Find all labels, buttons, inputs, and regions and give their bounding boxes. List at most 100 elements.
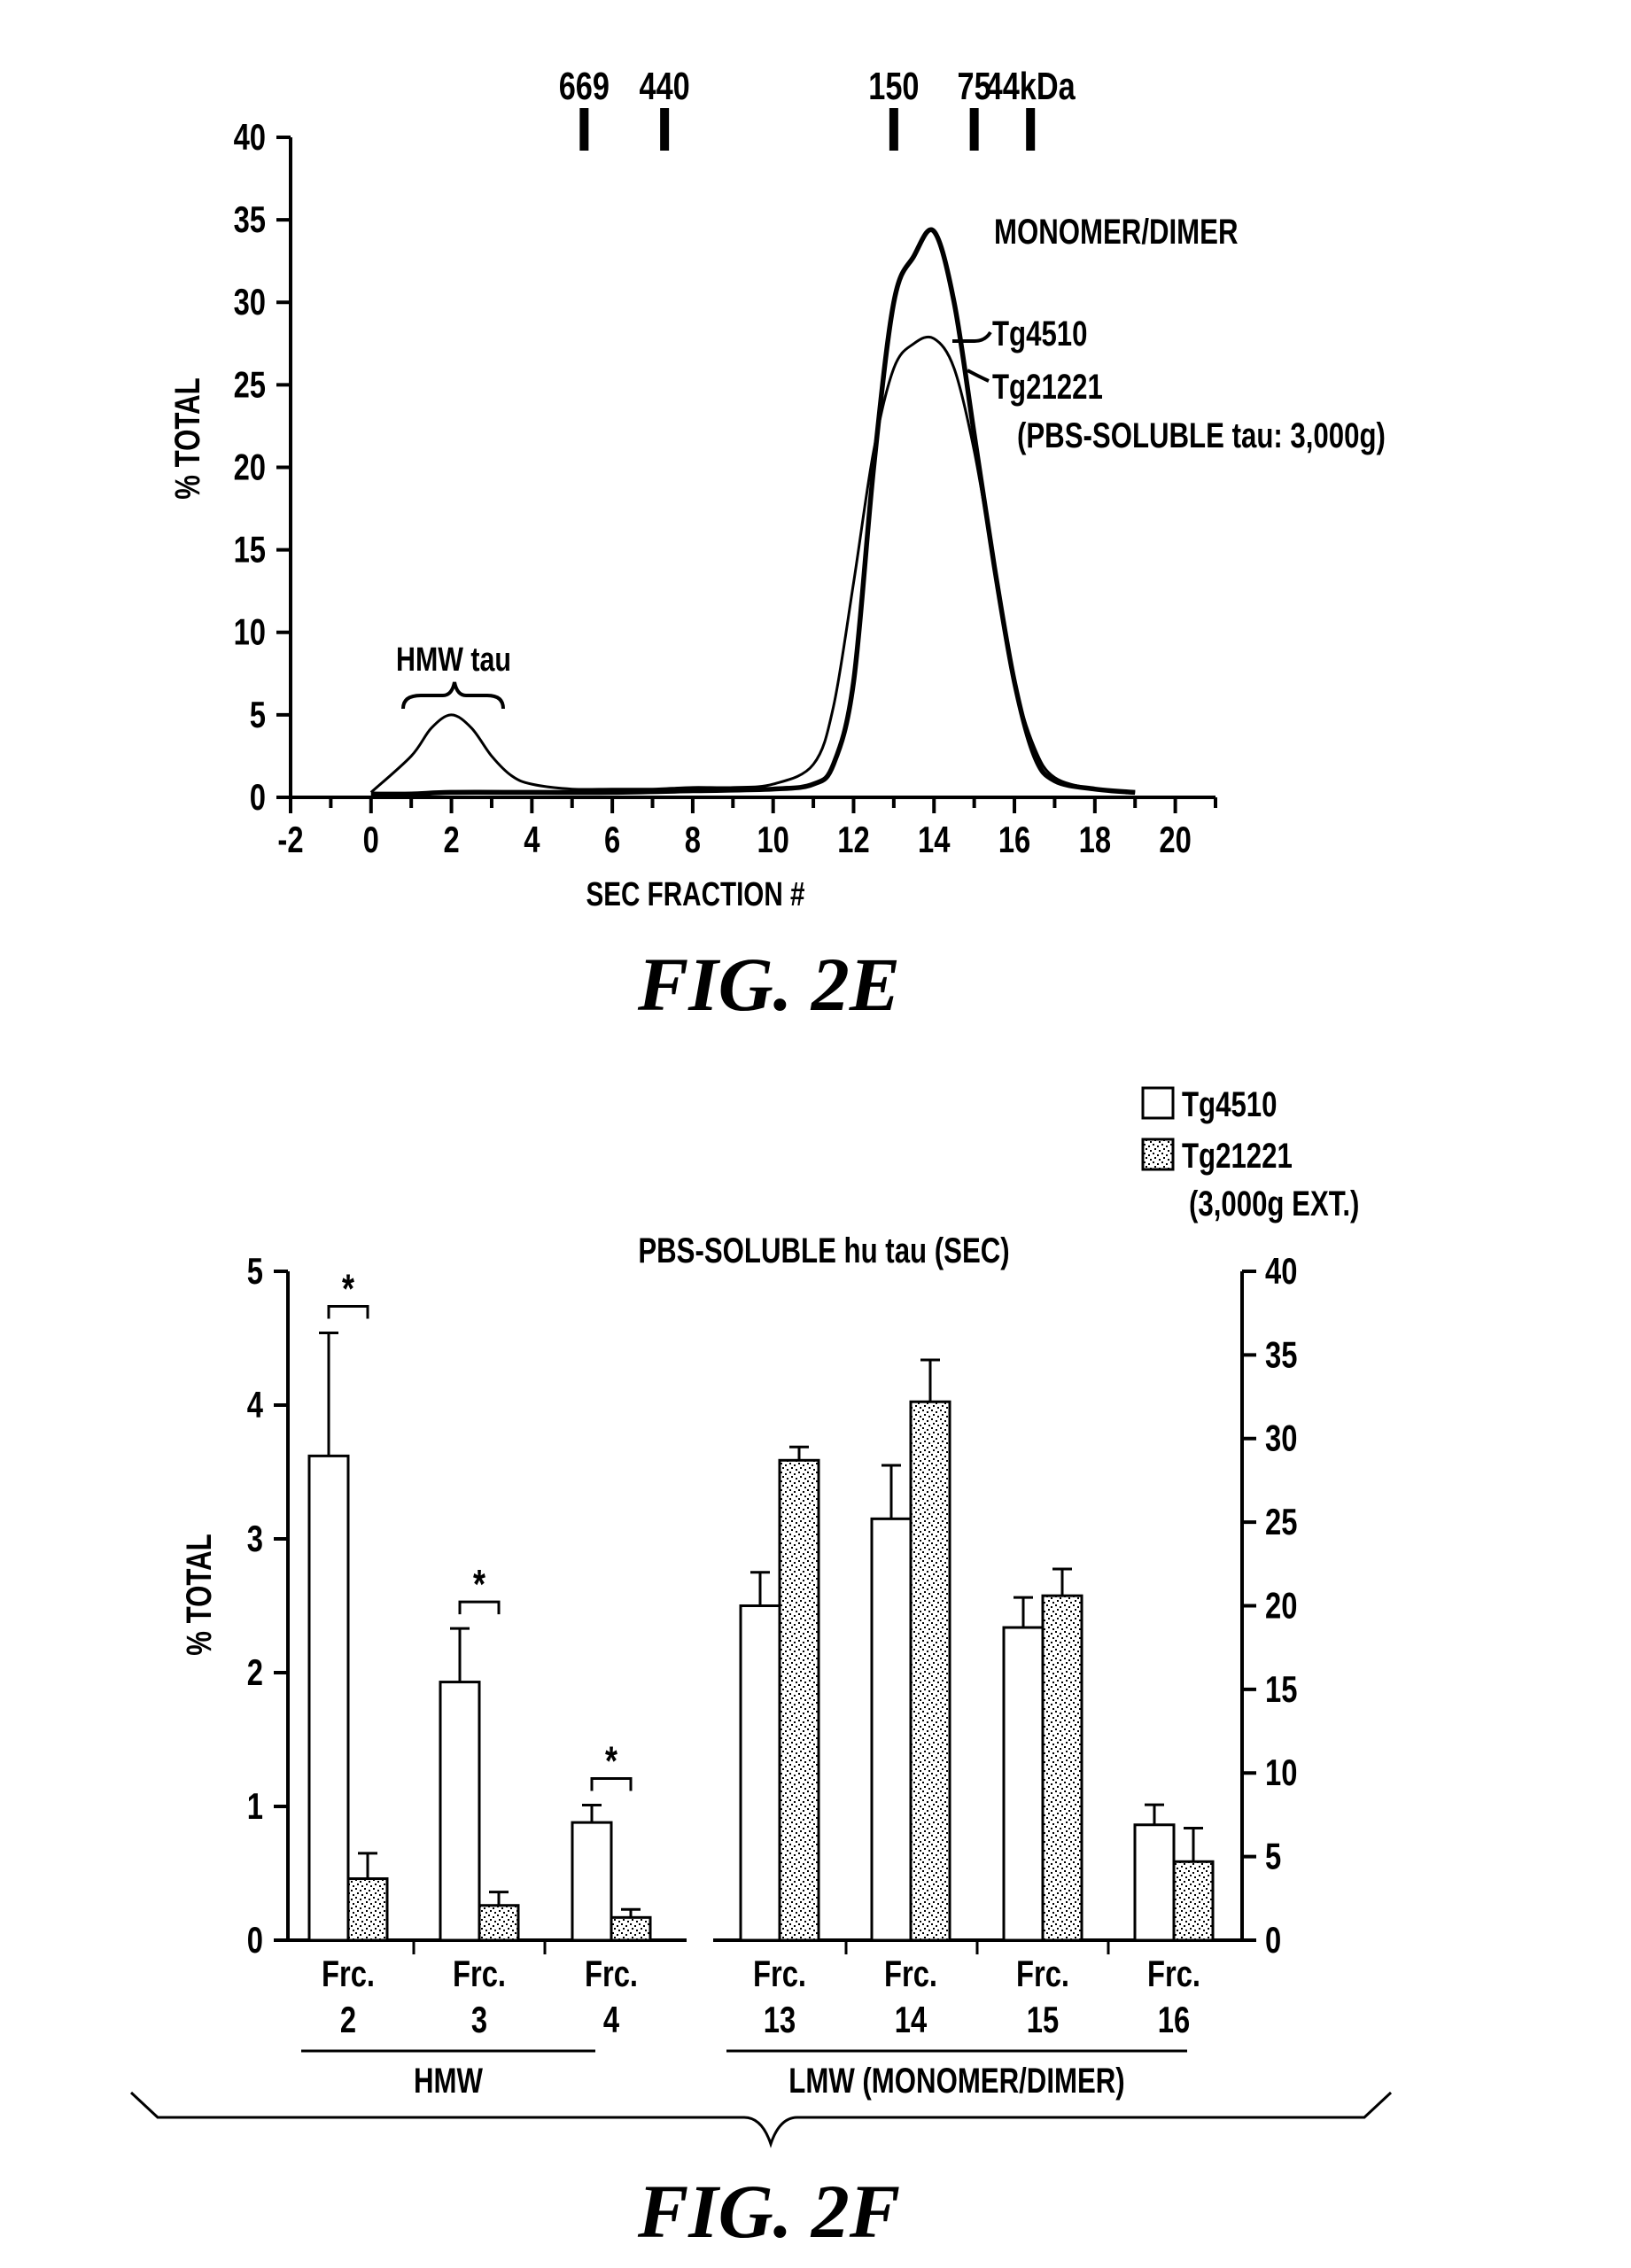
y-tick-label: 25 bbox=[234, 363, 266, 405]
category-label-line2: 14 bbox=[895, 1999, 927, 2040]
line-chart-y-ticks: 0 5 10 15 20 25 30 35 40 bbox=[234, 116, 291, 818]
y-tick-label: 5 bbox=[250, 694, 266, 735]
x-tick-label: 2 bbox=[443, 819, 459, 860]
right-tick-label: 0 bbox=[1265, 1919, 1281, 1961]
category-label-line1: Frc. bbox=[453, 1953, 506, 1994]
significance-asterisk: * bbox=[473, 1562, 486, 1607]
category-label-line2: 15 bbox=[1027, 1999, 1059, 2040]
bar-tg21221 bbox=[1172, 1860, 1215, 1942]
right-tick-label: 20 bbox=[1265, 1585, 1297, 1627]
bar-tg4510 bbox=[571, 1821, 613, 1942]
category-label-line1: Frc. bbox=[1147, 1953, 1200, 1994]
figure-brace bbox=[129, 2091, 1393, 2148]
y-tick-label: 10 bbox=[234, 611, 266, 653]
mw-marker-label: 150 bbox=[868, 65, 919, 108]
x-tick-label: 10 bbox=[757, 819, 788, 860]
mw-marker-label: 44kDa bbox=[986, 65, 1076, 108]
significance-asterisk: * bbox=[342, 1266, 355, 1311]
series-line-tg21221 bbox=[370, 227, 1136, 797]
bar-chart-title: PBS-SOLUBLE hu tau (SEC) bbox=[638, 1231, 1009, 1270]
bar-chart-bars: * * * bbox=[307, 1266, 1215, 1942]
tg4510-line-label: Tg4510 bbox=[992, 314, 1088, 353]
right-tick-label: 40 bbox=[1265, 1250, 1297, 1292]
bar-tg4510 bbox=[870, 1517, 913, 1942]
x-tick-label: 14 bbox=[918, 819, 950, 860]
bar-tg4510 bbox=[439, 1681, 481, 1942]
fig-2f-caption: FIG. 2F bbox=[637, 2169, 900, 2254]
x-tick-label: 4 bbox=[524, 819, 540, 860]
left-tick-label: 0 bbox=[247, 1919, 263, 1961]
significance-asterisk: * bbox=[605, 1738, 618, 1783]
sec-line-chart: 0 5 10 15 20 25 30 35 40 -2 0 2 4 6 8 10 12 14 16 18 20 669… bbox=[167, 65, 1386, 1027]
bar-chart-right-ticks: 0 5 10 15 20 25 30 35 40 bbox=[1242, 1250, 1297, 1961]
category-label-line2: 2 bbox=[340, 1999, 356, 2040]
bar-tg21221 bbox=[478, 1904, 520, 1942]
mw-marker-label: 669 bbox=[559, 65, 610, 108]
mw-marker-bar bbox=[579, 108, 589, 151]
significance-bracket bbox=[327, 1304, 369, 1319]
bar-chart-categories: Frc. 2 Frc. 3 Frc. 4 Frc. 13 Frc. 14 Frc. 15 Frc. 16 bbox=[322, 1940, 1200, 2040]
legend-sublabel-tg21221: (3,000g EXT.) bbox=[1189, 1184, 1359, 1223]
category-label-line2: 16 bbox=[1158, 1999, 1190, 2040]
tg21221-line-label: Tg21221 bbox=[992, 367, 1103, 407]
legend-label-tg4510: Tg4510 bbox=[1182, 1084, 1278, 1124]
left-tick-label: 2 bbox=[247, 1651, 263, 1693]
bar-tg21221 bbox=[778, 1458, 820, 1942]
mw-marker-bar bbox=[1026, 108, 1036, 151]
tg21221-line-note: (PBS-SOLUBLE tau: 3,000g) bbox=[1017, 416, 1386, 455]
x-tick-label: 12 bbox=[837, 819, 869, 860]
y-tick-label: 20 bbox=[234, 447, 266, 488]
right-tick-label: 25 bbox=[1265, 1501, 1297, 1542]
bar-chart-legend: Tg4510 Tg21221 (3,000g EXT.) bbox=[1141, 1084, 1359, 1223]
category-label-line2: 13 bbox=[764, 1999, 796, 2040]
mw-marker-label: 75 bbox=[958, 65, 991, 108]
line-chart-x-ticks: -2 0 2 4 6 8 10 12 14 16 18 20 bbox=[277, 797, 1217, 860]
hmw-tau-label: HMW tau bbox=[396, 641, 511, 679]
y-tick-label: 40 bbox=[234, 116, 266, 158]
tg4510-leader-line bbox=[952, 330, 992, 343]
y-tick-label: 35 bbox=[234, 198, 266, 240]
category-label-line1: Frc. bbox=[1016, 1953, 1069, 1994]
mw-marker-bar bbox=[889, 108, 898, 151]
right-tick-label: 30 bbox=[1265, 1418, 1297, 1459]
category-label-line1: Frc. bbox=[884, 1953, 937, 1994]
category-label-line1: Frc. bbox=[753, 1953, 806, 1994]
right-tick-label: 35 bbox=[1265, 1333, 1297, 1375]
monomer-dimer-label: MONOMER/DIMER bbox=[994, 212, 1239, 252]
bar-tg21221 bbox=[610, 1915, 652, 1942]
significance-bracket bbox=[590, 1776, 633, 1791]
significance-bracket bbox=[458, 1600, 501, 1615]
tg21221-leader-line bbox=[967, 369, 990, 383]
bar-tg21221 bbox=[1041, 1594, 1083, 1942]
legend-swatch-tg21221 bbox=[1141, 1138, 1175, 1171]
left-tick-label: 5 bbox=[247, 1250, 263, 1292]
bar-tg4510 bbox=[1133, 1823, 1176, 1942]
right-tick-label: 10 bbox=[1265, 1751, 1297, 1793]
bar-tg21221 bbox=[909, 1400, 951, 1942]
bar-tg4510 bbox=[739, 1604, 781, 1942]
bar-tg21221 bbox=[346, 1877, 389, 1942]
x-tick-label: 6 bbox=[604, 819, 620, 860]
fig-2e-caption: FIG. 2E bbox=[637, 942, 900, 1027]
x-tick-label: 8 bbox=[685, 819, 701, 860]
mw-marker-label: 440 bbox=[640, 65, 690, 108]
x-tick-label: 18 bbox=[1079, 819, 1111, 860]
line-chart-x-axis-label: SEC FRACTION # bbox=[586, 876, 805, 913]
left-tick-label: 3 bbox=[247, 1518, 263, 1559]
bar-chart: PBS-SOLUBLE hu tau (SEC) Tg4510 Tg21221 … bbox=[129, 1084, 1393, 2254]
y-tick-label: 15 bbox=[234, 529, 266, 571]
x-tick-label: 16 bbox=[998, 819, 1030, 860]
left-tick-label: 4 bbox=[247, 1384, 263, 1425]
right-tick-label: 5 bbox=[1265, 1836, 1281, 1877]
line-chart-series bbox=[369, 227, 1136, 797]
bar-tg4510 bbox=[1002, 1626, 1045, 1942]
line-chart-y-axis-label: % TOTAL bbox=[167, 377, 207, 499]
x-tick-label: 20 bbox=[1159, 819, 1191, 860]
category-label-line2: 4 bbox=[603, 1999, 619, 2040]
group-label: HMW bbox=[414, 2061, 483, 2101]
y-tick-label: 30 bbox=[234, 281, 266, 322]
legend-label-tg21221: Tg21221 bbox=[1182, 1136, 1293, 1176]
bar-chart-left-ticks: 0 1 2 3 4 5 bbox=[247, 1250, 288, 1961]
